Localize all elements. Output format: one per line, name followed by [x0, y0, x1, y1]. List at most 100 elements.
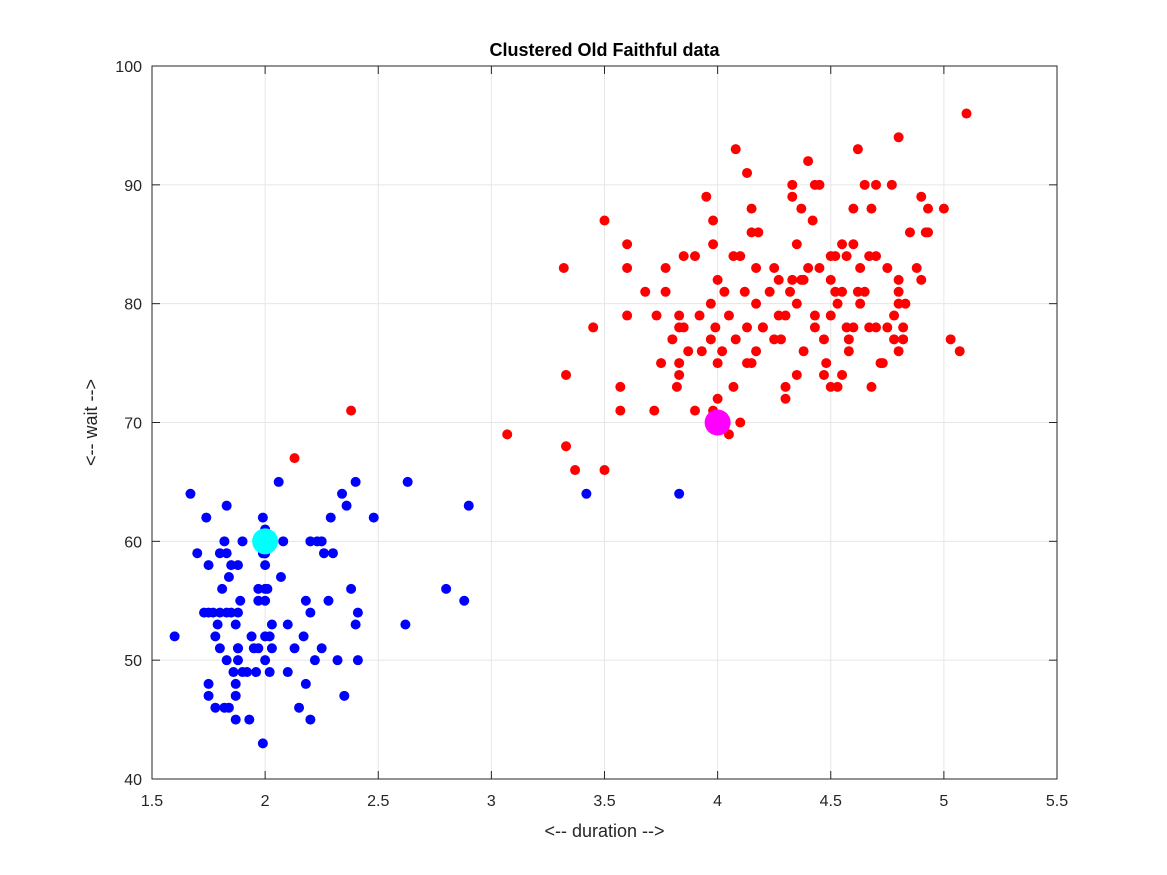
data-point: [400, 619, 411, 630]
data-point: [832, 298, 843, 309]
data-point: [674, 369, 685, 380]
data-point: [837, 369, 848, 380]
data-point: [257, 512, 268, 523]
x-tick-label: 4.5: [820, 793, 842, 810]
data-point: [346, 405, 357, 416]
data-point: [262, 583, 273, 594]
data-point: [742, 322, 753, 333]
data-point: [780, 393, 791, 404]
data-point: [911, 263, 922, 274]
data-point: [796, 203, 807, 214]
data-point: [728, 381, 739, 392]
data-point: [463, 500, 474, 511]
data-point: [651, 310, 662, 321]
data-point: [841, 251, 852, 262]
data-point: [640, 286, 651, 297]
data-point: [882, 263, 893, 274]
data-point: [212, 619, 223, 630]
data-point: [798, 274, 809, 285]
data-point: [678, 251, 689, 262]
data-point: [764, 286, 775, 297]
data-point: [893, 132, 904, 143]
data-point: [690, 251, 700, 262]
data-point: [309, 655, 320, 666]
y-tick-label: 100: [115, 59, 142, 76]
data-point: [300, 678, 311, 689]
data-point: [289, 643, 300, 654]
x-tick-label: 1.5: [141, 793, 163, 810]
data-point: [843, 334, 854, 345]
data-point: [775, 334, 786, 345]
data-point: [889, 334, 900, 345]
data-point: [332, 655, 343, 666]
data-point: [848, 203, 859, 214]
data-point: [264, 667, 275, 678]
chart-title: Clustered Old Faithful data: [489, 40, 720, 60]
data-point: [809, 322, 820, 333]
data-point: [814, 263, 825, 274]
data-point: [893, 346, 904, 357]
data-point: [221, 548, 232, 559]
data-point: [230, 619, 241, 630]
data-point: [852, 144, 863, 155]
data-point: [701, 191, 712, 202]
data-point: [502, 429, 513, 440]
data-point: [278, 536, 289, 547]
data-point: [791, 369, 802, 380]
data-point: [866, 381, 877, 392]
data-point: [441, 583, 452, 594]
data-point: [898, 322, 909, 333]
data-point: [282, 667, 293, 678]
data-point: [787, 274, 798, 285]
data-point: [266, 643, 277, 654]
centroid-marker: [252, 528, 279, 555]
data-point: [798, 346, 809, 357]
data-point: [352, 655, 363, 666]
x-tick-label: 2.5: [367, 793, 389, 810]
data-point: [232, 607, 243, 618]
data-point: [346, 583, 357, 594]
data-point: [730, 144, 741, 155]
data-point: [780, 381, 791, 392]
data-point: [350, 619, 361, 630]
data-points: [169, 108, 972, 749]
data-point: [325, 512, 336, 523]
y-tick-label: 60: [124, 534, 142, 551]
data-point: [735, 417, 746, 428]
y-tick-label: 40: [124, 772, 142, 789]
data-point: [751, 298, 762, 309]
data-point: [848, 239, 859, 250]
data-point: [253, 643, 264, 654]
data-point: [232, 560, 243, 571]
data-point: [730, 334, 741, 345]
data-point: [264, 631, 275, 642]
data-point: [785, 286, 796, 297]
data-point: [751, 346, 762, 357]
data-point: [871, 179, 881, 190]
data-point: [739, 286, 750, 297]
data-point: [660, 263, 671, 274]
data-point: [316, 643, 327, 654]
centroid-marker: [704, 409, 731, 436]
data-point: [615, 381, 626, 392]
data-point: [260, 560, 271, 571]
data-point: [221, 655, 232, 666]
x-tick-label: 3: [487, 793, 496, 810]
data-point: [916, 191, 927, 202]
data-point: [683, 346, 694, 357]
y-tick-label: 80: [124, 297, 142, 314]
data-point: [938, 203, 949, 214]
data-point: [746, 358, 757, 369]
data-point: [185, 488, 196, 499]
data-point: [337, 488, 348, 499]
data-point: [305, 607, 316, 618]
data-point: [678, 322, 689, 333]
data-point: [203, 678, 214, 689]
data-point: [710, 322, 721, 333]
data-point: [898, 334, 909, 345]
data-point: [859, 286, 870, 297]
data-point: [837, 239, 848, 250]
data-point: [244, 714, 255, 725]
